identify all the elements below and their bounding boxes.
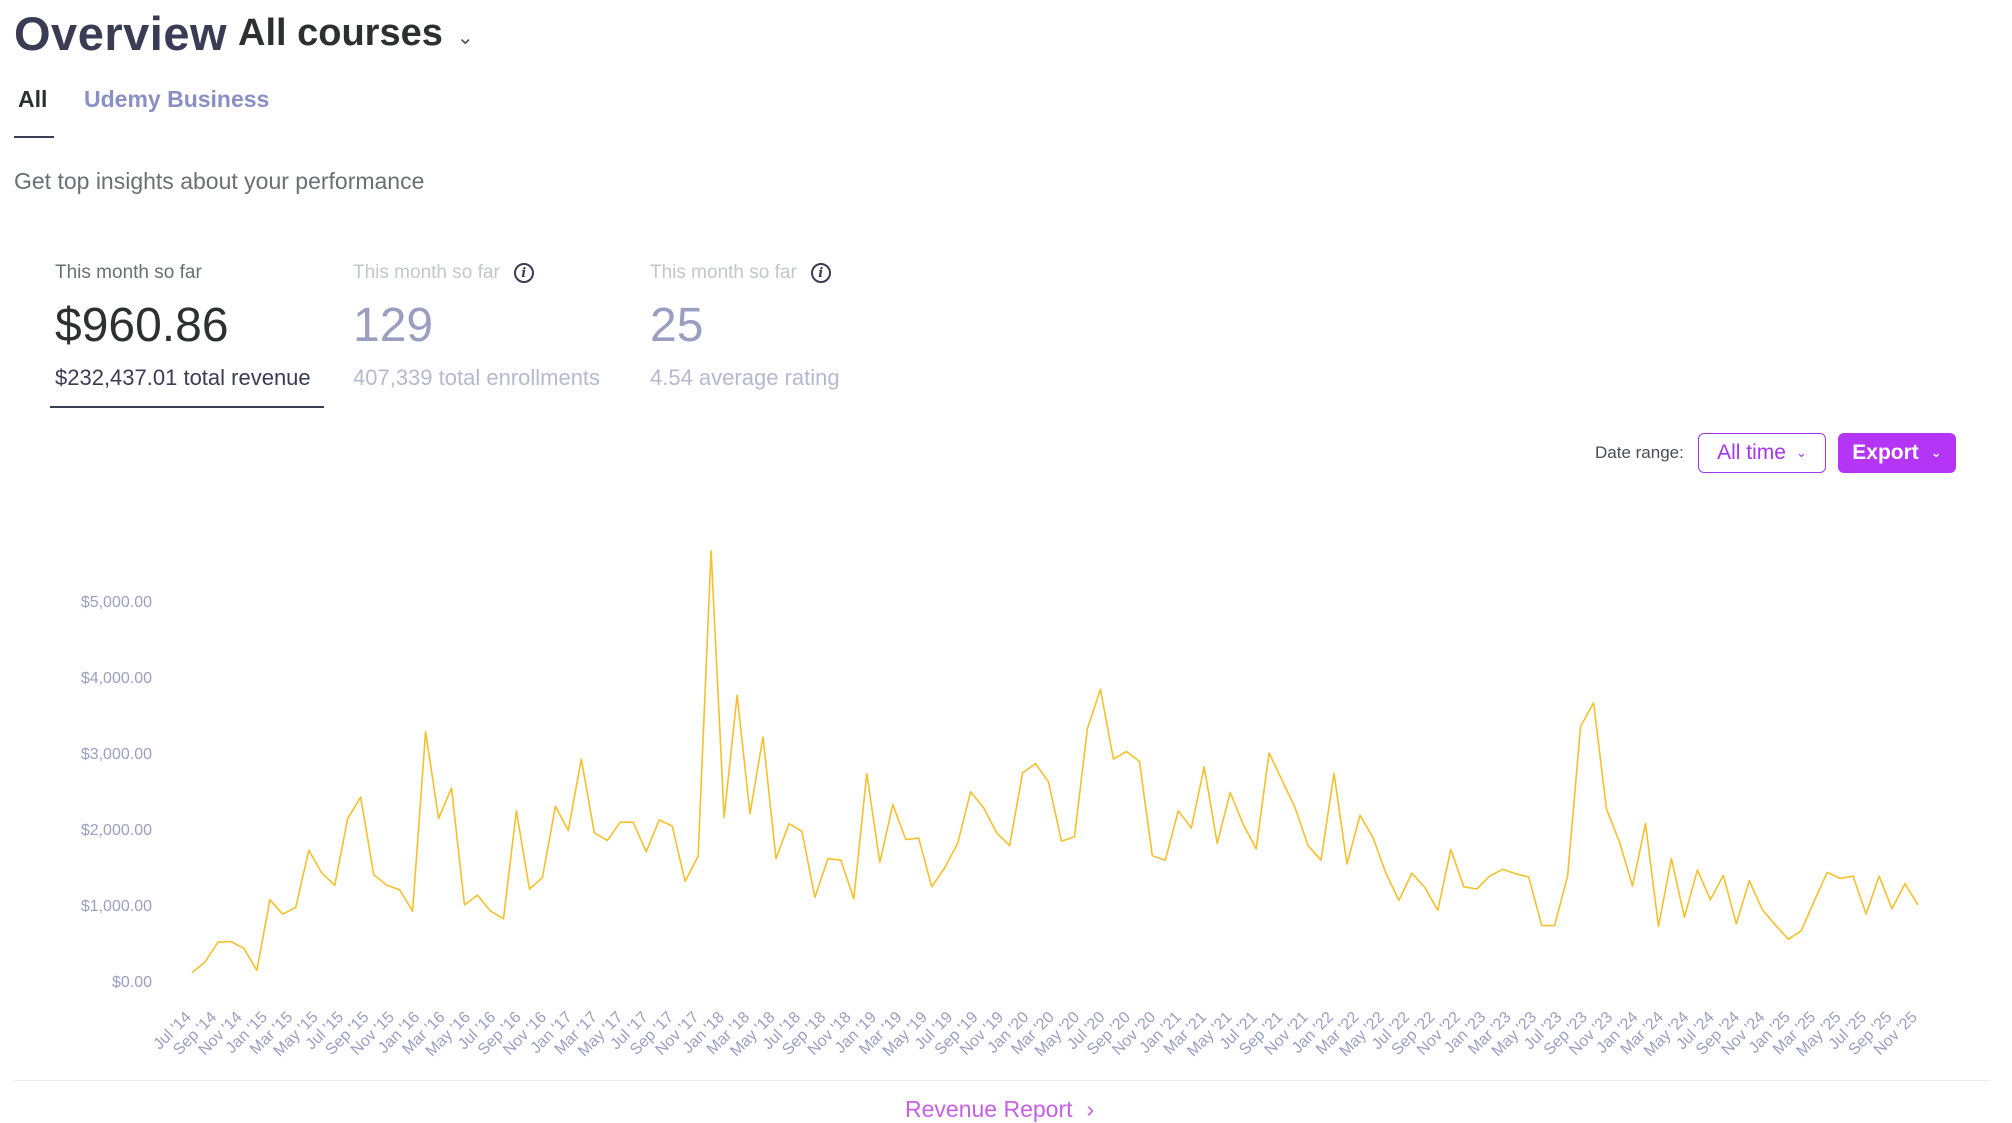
chevron-right-icon: › [1086, 1096, 1095, 1122]
export-label: Export [1852, 441, 1919, 464]
chevron-down-icon: ⌄ [456, 27, 474, 49]
chevron-down-icon: ⌄ [1795, 445, 1807, 460]
chevron-down-icon: ⌄ [1930, 445, 1942, 460]
metric-total: 407,339 total enrollments [353, 365, 601, 390]
metric-period: This month so far [650, 262, 797, 283]
revenue-chart: $0.00 $1,000.00 $2,000.00 $3,000.00 $4,000.0… [81, 549, 1921, 1060]
revenue-series-line [191, 549, 1919, 974]
page-title: Overview [14, 7, 228, 60]
course-select-label: All courses [238, 12, 443, 54]
revenue-report-label: Revenue Report [905, 1096, 1073, 1122]
metric-value: 129 [353, 299, 434, 352]
y-tick-label: $1,000.00 [81, 898, 152, 915]
tab-all[interactable]: All [18, 86, 48, 112]
metric-period: This month so far [353, 262, 500, 283]
info-icon[interactable]: i [810, 263, 831, 283]
y-tick-label: $3,000.00 [81, 746, 152, 763]
metric-value: $960.86 [55, 299, 229, 352]
metric-total: 4.54 average rating [650, 365, 840, 390]
y-axis-labels: $0.00 $1,000.00 $2,000.00 $3,000.00 $4,000.0… [81, 594, 152, 991]
y-tick-label: $2,000.00 [81, 822, 152, 839]
metric-card-enrollments[interactable]: This month so far i 129 407,339 total enr… [353, 262, 653, 391]
export-button[interactable]: Export ⌄ [1838, 433, 1956, 473]
course-select[interactable]: All courses ⌄ [238, 12, 474, 55]
date-range-select[interactable]: All time ⌄ [1698, 433, 1826, 473]
y-tick-label: $4,000.00 [81, 670, 152, 687]
divider [14, 1080, 1990, 1081]
page-subtitle: Get top insights about your performance [14, 168, 425, 194]
active-metric-indicator [50, 406, 324, 408]
revenue-report-link[interactable]: Revenue Report › [905, 1096, 1094, 1123]
metric-value: 25 [650, 299, 704, 352]
info-icon[interactable]: i [513, 263, 534, 283]
active-tab-indicator [14, 136, 54, 138]
metric-period: This month so far [55, 262, 202, 283]
date-range-label: Date range: [1595, 443, 1684, 462]
y-tick-label: $5,000.00 [81, 594, 152, 611]
date-range-value: All time [1717, 441, 1786, 464]
y-tick-label: $0.00 [112, 974, 152, 991]
tab-udemy-business[interactable]: Udemy Business [84, 86, 270, 112]
series-layer [191, 549, 1919, 974]
metric-total: $232,437.01 total revenue [55, 365, 311, 390]
metric-card-rating[interactable]: This month so far i 25 4.54 average ratin… [650, 262, 950, 391]
metric-card-revenue[interactable]: This month so far $960.86 $232,437.01 to… [55, 262, 355, 391]
